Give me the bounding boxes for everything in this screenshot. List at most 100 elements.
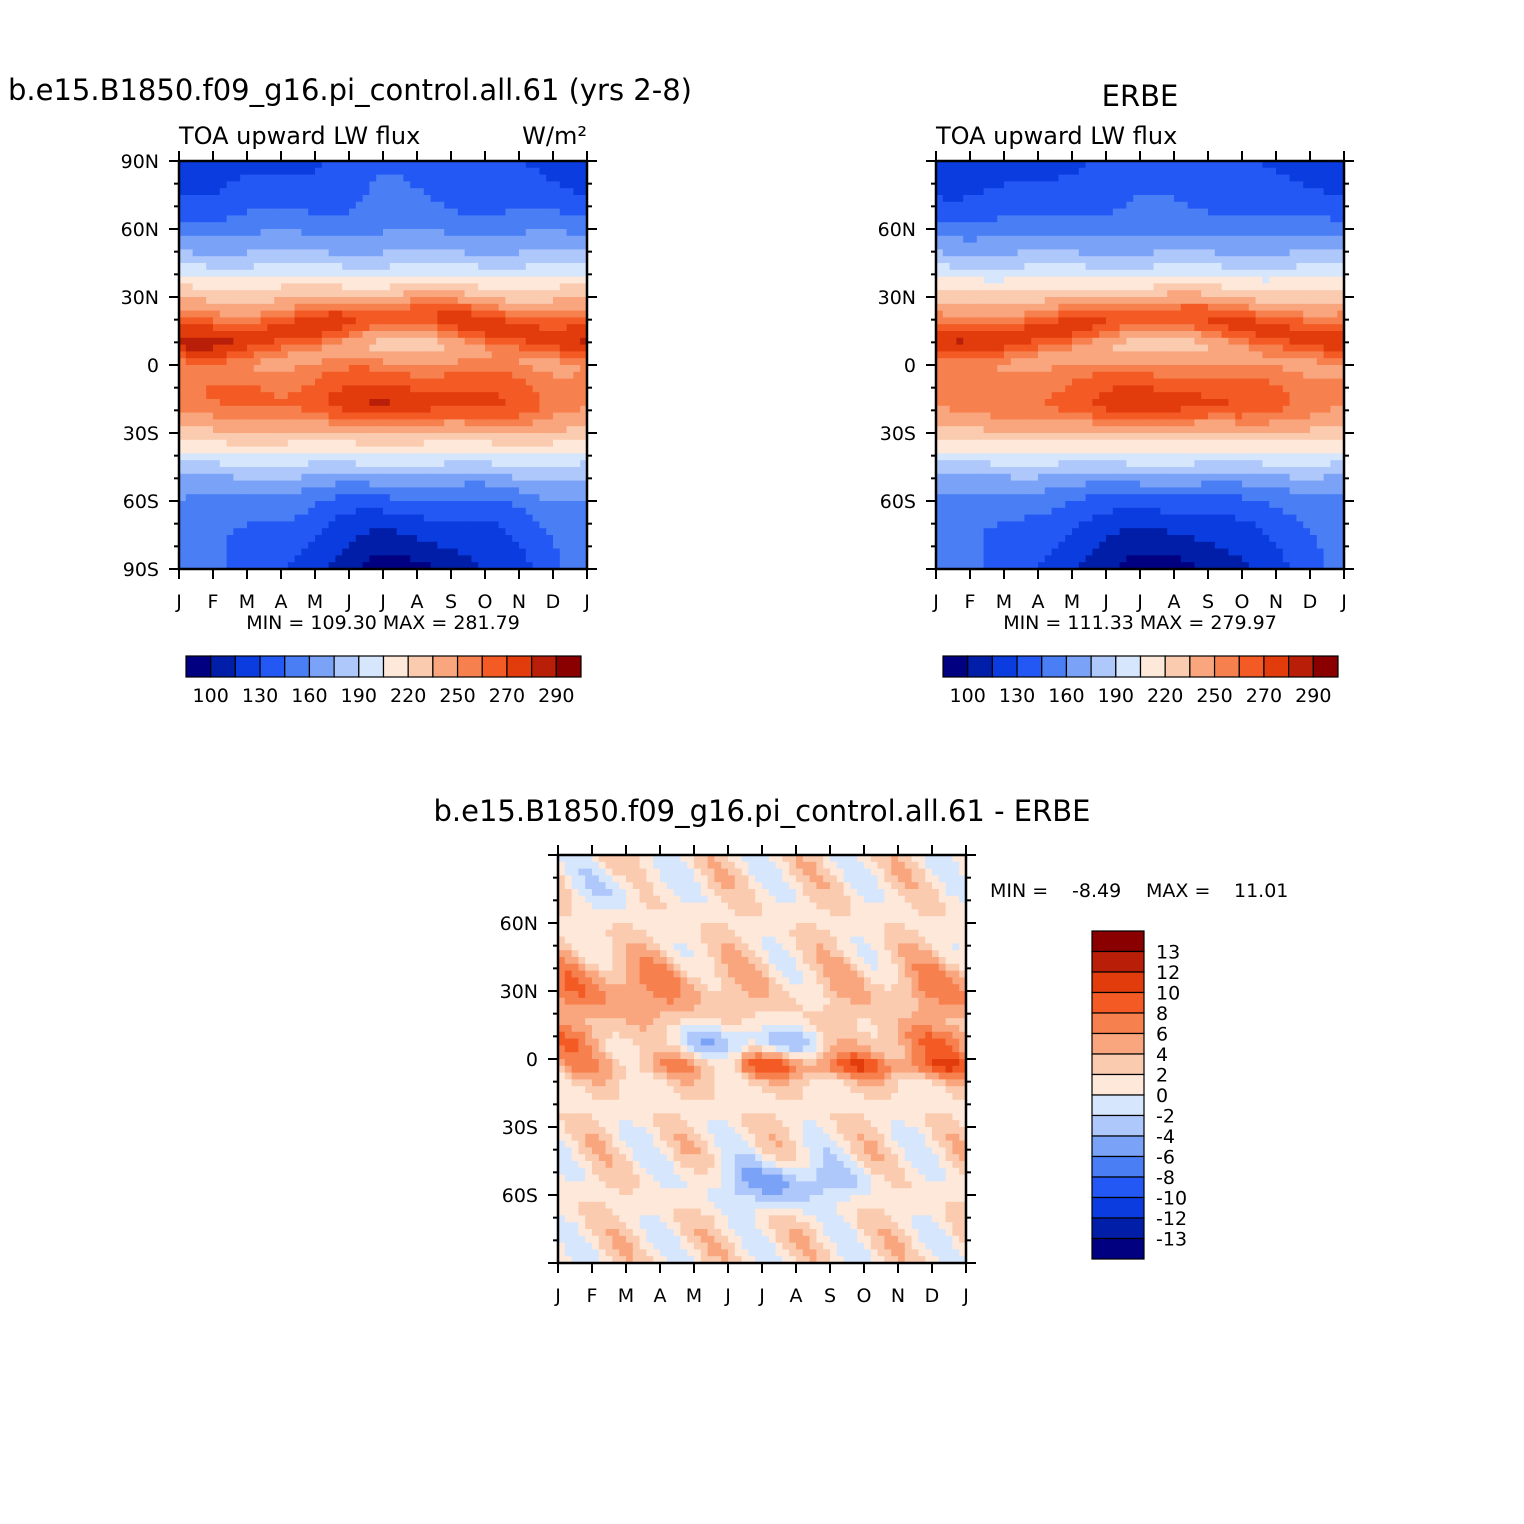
obs-cell <box>1119 269 1127 278</box>
model-cell <box>512 174 520 182</box>
model-cell <box>281 242 289 250</box>
model-cell <box>328 324 336 332</box>
model-cell <box>559 161 568 169</box>
obs-cell <box>1146 249 1155 257</box>
model-cell <box>437 161 445 169</box>
model-cell <box>396 229 404 237</box>
model-cell <box>546 433 554 441</box>
model-cell <box>287 174 296 182</box>
model-cell <box>410 215 418 223</box>
model-cell <box>199 317 207 325</box>
model-cell <box>287 541 296 550</box>
model-cell <box>253 167 262 176</box>
obs-cell <box>1323 229 1331 237</box>
model-cell <box>328 439 336 448</box>
model-cell <box>192 297 200 305</box>
model-cell <box>512 317 520 325</box>
model-cell <box>417 446 425 454</box>
model-cell <box>206 249 214 257</box>
model-cell <box>328 562 336 569</box>
model-cell <box>403 174 411 182</box>
model-cell <box>559 555 568 563</box>
model-cell <box>369 167 377 176</box>
model-cell <box>403 167 411 176</box>
obs-cell <box>1330 235 1338 244</box>
model-cell <box>287 181 296 189</box>
obs-cell <box>1201 174 1209 182</box>
model-cell <box>471 167 479 176</box>
model-cell <box>539 378 547 386</box>
obs-cell <box>1228 283 1236 291</box>
model-cell <box>308 215 316 223</box>
obs-cell <box>1126 188 1134 196</box>
model-cell <box>369 467 377 475</box>
model-cell <box>287 358 296 366</box>
model-cell <box>417 453 425 461</box>
model-cell <box>430 405 438 414</box>
model-cell <box>274 494 282 502</box>
model-cell <box>192 514 200 522</box>
model-cell <box>471 181 479 189</box>
obs-cell <box>942 201 951 210</box>
obs-cell <box>1140 181 1148 189</box>
model-cell <box>451 351 459 359</box>
model-cell <box>199 412 207 420</box>
model-cell <box>287 399 296 407</box>
model-cell <box>213 555 221 563</box>
model-cell <box>301 494 309 502</box>
model-cell <box>437 555 445 563</box>
model-cell <box>451 460 459 468</box>
model-cell <box>240 453 248 461</box>
model-cell <box>219 548 228 556</box>
obs-cell <box>1194 269 1202 278</box>
obs-cell <box>1133 188 1141 196</box>
model-cell <box>559 317 568 325</box>
model-cell <box>573 548 581 556</box>
model-cell <box>355 249 364 257</box>
model-cell <box>260 161 268 169</box>
model-cell <box>451 310 459 318</box>
obs-cell <box>1017 276 1025 284</box>
model-cell <box>512 331 520 339</box>
model-cell <box>464 473 472 482</box>
obs-cell <box>1201 181 1209 189</box>
model-cell <box>362 446 370 454</box>
model-cell <box>206 229 214 237</box>
model-cell <box>403 331 411 339</box>
obs-cell <box>1269 195 1277 203</box>
obs-cell <box>1289 256 1297 264</box>
obs-cell <box>1106 167 1114 176</box>
model-cell <box>566 535 574 543</box>
model-cell <box>328 480 336 488</box>
model-cell <box>213 405 221 414</box>
model-cell <box>417 208 425 216</box>
obs-cell <box>1303 276 1311 284</box>
obs-cell <box>1133 269 1141 278</box>
obs-cell <box>1310 269 1318 278</box>
model-cell <box>315 446 323 454</box>
model-cell <box>321 548 330 556</box>
model-cell <box>308 405 316 414</box>
model-cell <box>281 229 289 237</box>
model-cell <box>301 263 309 271</box>
model-cell <box>464 535 472 543</box>
model-cell <box>185 507 194 516</box>
model-cell <box>199 167 207 176</box>
obs-cell <box>1174 242 1182 250</box>
obs-cell <box>1106 269 1114 278</box>
obs-cell <box>1031 161 1039 169</box>
model-cell <box>281 324 289 332</box>
model-cell <box>573 297 581 305</box>
model-cell <box>274 290 282 298</box>
model-cell <box>498 229 506 237</box>
model-cell <box>410 276 418 284</box>
model-cell <box>349 276 357 284</box>
model-cell <box>505 378 513 386</box>
model-cell <box>267 392 275 400</box>
model-cell <box>321 405 330 414</box>
obs-cell <box>949 167 957 176</box>
model-cell <box>478 494 486 502</box>
model-cell <box>559 181 568 189</box>
obs-cell <box>1153 263 1161 271</box>
obs-cell <box>970 269 978 278</box>
